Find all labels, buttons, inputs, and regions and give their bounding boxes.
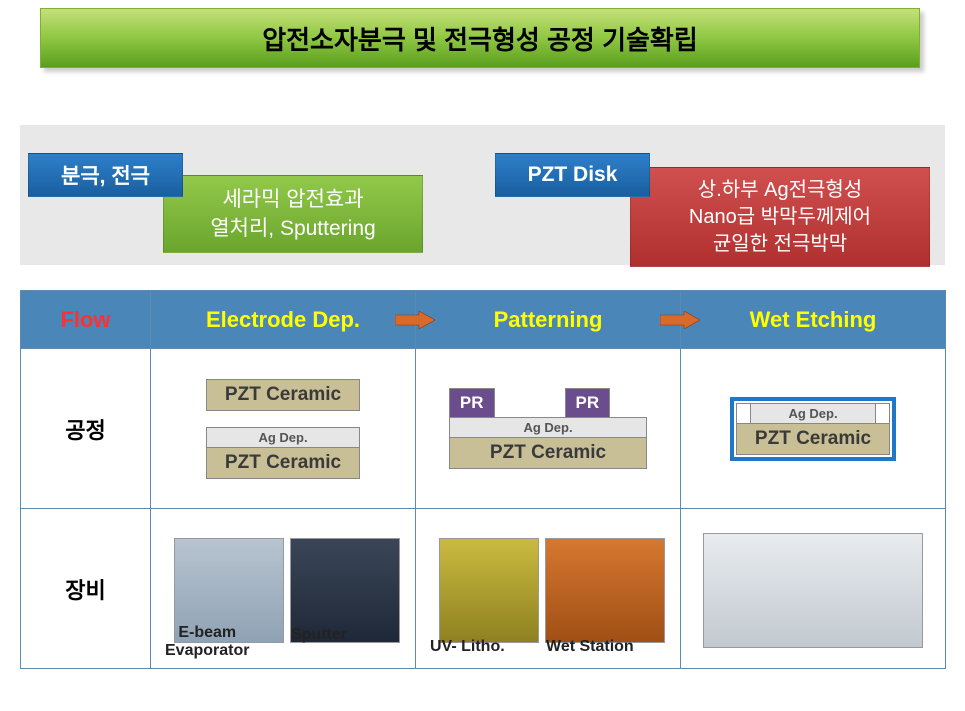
hdr-wetetch: Wet Etching: [681, 291, 946, 349]
equip-wet-label: Wet Station: [546, 638, 634, 656]
equip-ebeam-label: E-beam Evaporator: [165, 624, 249, 660]
table-header-row: Flow Electrode Dep. Patterning Wet Etchi…: [21, 291, 946, 349]
process-row: 공정 PZT Ceramic Ag Dep. PZT Ceramic PR PR…: [21, 349, 946, 509]
cell-process-patterning: PR PR Ag Dep. PZT Ceramic: [416, 349, 681, 509]
pzt-block: PZT Ceramic: [449, 437, 647, 469]
hdr-flow: Flow: [21, 291, 151, 349]
pr-block-left: PR: [449, 388, 495, 418]
equip-uv-label: UV- Litho.: [430, 638, 505, 656]
cell-equip-electrode: E-beam Evaporator Sputter: [151, 509, 416, 669]
arrow-icon: [395, 311, 435, 329]
title-text: 압전소자분극 및 전극형성 공정 기술확립: [262, 20, 698, 57]
rowlabel-equipment-text: 장비: [65, 578, 105, 603]
equip-wetetch-img: [703, 533, 923, 648]
pill-red-right-text: 상.하부 Ag전극형성 Nano급 박막두께제어 균일한 전극박막: [689, 177, 871, 258]
pzt-block: PZT Ceramic: [736, 423, 890, 455]
equip-uv-img: [439, 538, 539, 643]
pill-blue-left: 분극, 전극: [28, 153, 183, 197]
cell-equip-wetetch: [681, 509, 946, 669]
cell-equip-patterning: UV- Litho. Wet Station: [416, 509, 681, 669]
electrode-stack-1: PZT Ceramic: [206, 379, 360, 411]
hdr-wetetch-label: Wet Etching: [750, 307, 877, 332]
hdr-electrode-label: Electrode Dep.: [206, 307, 360, 332]
etched-gap: [876, 403, 890, 424]
pzt-block: PZT Ceramic: [206, 447, 360, 479]
wet-etch-stack: Ag Dep. PZT Ceramic: [730, 397, 896, 461]
etched-gap: [736, 403, 750, 424]
rowlabel-process: 공정: [21, 349, 151, 509]
ag-block: Ag Dep.: [449, 417, 647, 438]
equip-sputter-label: Sputter: [291, 626, 347, 644]
patterning-top: PR PR: [449, 388, 647, 418]
pzt-block: PZT Ceramic: [206, 379, 360, 411]
rowlabel-equipment: 장비: [21, 509, 151, 669]
hdr-patterning-label: Patterning: [494, 307, 603, 332]
pr-gap: [495, 388, 565, 418]
equipment-row: 장비 E-beam Evaporator Sputter UV- Litho. …: [21, 509, 946, 669]
pill-blue-right: PZT Disk: [495, 153, 650, 197]
title-banner: 압전소자분극 및 전극형성 공정 기술확립: [40, 8, 920, 68]
hdr-flow-label: Flow: [60, 307, 110, 332]
equip-wet-img: [545, 538, 665, 643]
cell-process-electrode: PZT Ceramic Ag Dep. PZT Ceramic: [151, 349, 416, 509]
pill-blue-left-text: 분극, 전극: [61, 160, 150, 190]
wet-etch-top: Ag Dep.: [736, 403, 890, 424]
pill-green-left: 세라믹 압전효과 열처리, Sputtering: [163, 175, 423, 253]
pill-red-right: 상.하부 Ag전극형성 Nano급 박막두께제어 균일한 전극박막: [630, 167, 930, 267]
section-banner: 분극, 전극 세라믹 압전효과 열처리, Sputtering PZT Disk…: [20, 125, 945, 265]
hdr-electrode: Electrode Dep.: [151, 291, 416, 349]
cell-process-wetetch: Ag Dep. PZT Ceramic: [681, 349, 946, 509]
hdr-patterning: Patterning: [416, 291, 681, 349]
rowlabel-process-text: 공정: [65, 418, 105, 443]
pill-blue-right-text: PZT Disk: [528, 163, 618, 187]
process-table: Flow Electrode Dep. Patterning Wet Etchi…: [20, 290, 946, 669]
arrow-icon: [660, 311, 700, 329]
ag-block: Ag Dep.: [750, 403, 876, 424]
electrode-stack-2: Ag Dep. PZT Ceramic: [206, 427, 360, 479]
ag-block: Ag Dep.: [206, 427, 360, 448]
patterning-stack: PR PR Ag Dep. PZT Ceramic: [449, 388, 647, 469]
pr-block-right: PR: [565, 388, 611, 418]
pill-green-left-text: 세라믹 압전효과 열처리, Sputtering: [210, 185, 375, 244]
